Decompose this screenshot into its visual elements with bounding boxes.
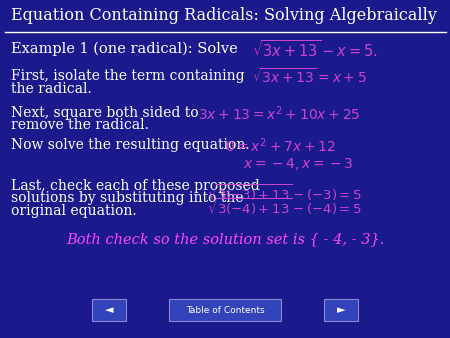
Text: $0=x^2+7x+12$: $0=x^2+7x+12$: [225, 136, 336, 155]
Text: $\mathit{\sqrt{3x+13}}-\mathit{x}=\mathit{5}.$: $\mathit{\sqrt{3x+13}}-\mathit{x}=\mathi…: [252, 39, 378, 59]
Text: Table of Contents: Table of Contents: [186, 306, 264, 315]
Text: original equation.: original equation.: [11, 204, 137, 218]
Text: Both check so the solution set is { - 4, - 3}.: Both check so the solution set is { - 4,…: [66, 232, 384, 246]
Text: ►: ►: [337, 305, 345, 315]
Text: $x=-4,x=-3$: $x=-4,x=-3$: [243, 156, 354, 172]
Text: Now solve the resulting equation.: Now solve the resulting equation.: [11, 138, 250, 152]
Text: Next, square both sided to: Next, square both sided to: [11, 106, 199, 120]
Text: $\sqrt{3(-3)+13}-(-3)=5$: $\sqrt{3(-3)+13}-(-3)=5$: [207, 182, 362, 203]
Text: $\sqrt{3(-4)+13}-(-4)=5$: $\sqrt{3(-4)+13}-(-4)=5$: [207, 196, 362, 217]
Text: Last, check each of these proposed: Last, check each of these proposed: [11, 179, 260, 193]
Text: Example 1 (one radical): Solve: Example 1 (one radical): Solve: [11, 42, 238, 56]
Text: the radical.: the radical.: [11, 81, 92, 96]
Text: solutions by substituting into the: solutions by substituting into the: [11, 191, 244, 206]
Text: $\sqrt{3x+13}=\mathit{x}+5$: $\sqrt{3x+13}=\mathit{x}+5$: [252, 67, 367, 86]
Text: First, isolate the term containing: First, isolate the term containing: [11, 69, 245, 83]
FancyBboxPatch shape: [169, 299, 281, 321]
Text: ◄: ◄: [105, 305, 113, 315]
Text: remove the radical.: remove the radical.: [11, 118, 149, 132]
Text: Equation Containing Radicals: Solving Algebraically: Equation Containing Radicals: Solving Al…: [11, 7, 437, 24]
Text: $3x+13=x^2+10x+25$: $3x+13=x^2+10x+25$: [198, 104, 360, 123]
FancyBboxPatch shape: [324, 299, 358, 321]
FancyBboxPatch shape: [92, 299, 126, 321]
